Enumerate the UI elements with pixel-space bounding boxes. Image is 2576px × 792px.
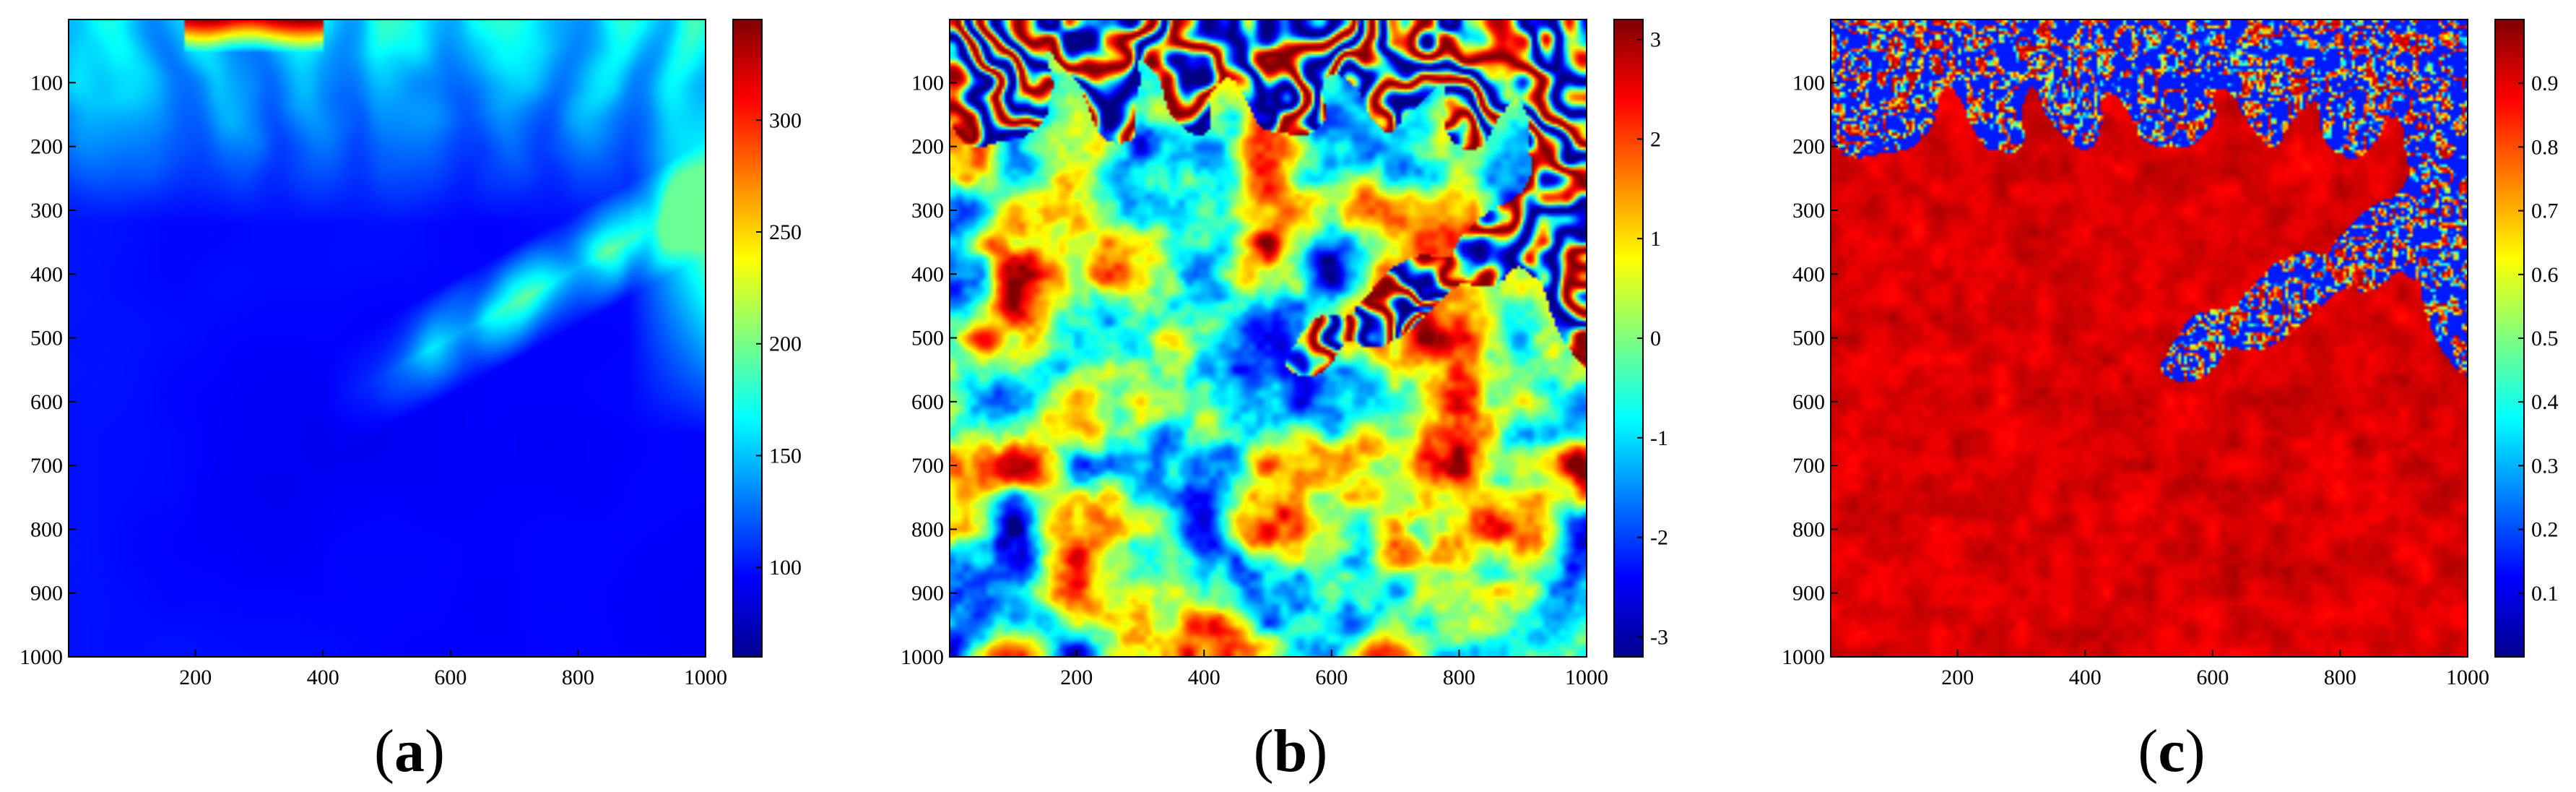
colorbar-a bbox=[732, 19, 763, 658]
x-tick-label: 200 bbox=[1941, 666, 1974, 689]
y-tick-label: 500 bbox=[30, 327, 63, 350]
y-tick-label: 1000 bbox=[19, 645, 63, 669]
x-tick-label: 800 bbox=[2324, 666, 2356, 689]
colorbar-tick-label: -2 bbox=[1650, 526, 1668, 550]
x-tick-label: 800 bbox=[562, 666, 594, 689]
y-tick-label: 500 bbox=[911, 327, 944, 350]
colorbar-tick-label: -1 bbox=[1650, 426, 1668, 450]
colorbar-tick-label: 0.8 bbox=[2531, 135, 2559, 159]
x-tick-label: 200 bbox=[179, 666, 212, 689]
x-tick-label: 600 bbox=[1315, 666, 1348, 689]
heatmap-c bbox=[1831, 20, 2468, 657]
colorbar-tick-label: 150 bbox=[769, 444, 802, 468]
x-tick-label: 600 bbox=[434, 666, 467, 689]
x-tick-label: 400 bbox=[307, 666, 339, 689]
x-tick-label: 400 bbox=[1188, 666, 1220, 689]
y-tick-label: 300 bbox=[1792, 199, 1825, 223]
colorbar-tick-label: 0 bbox=[1650, 327, 1661, 350]
y-tick-label: 1000 bbox=[1782, 645, 1825, 669]
x-tick-label: 1000 bbox=[1565, 666, 1608, 689]
panel-c-caption: (c) bbox=[2138, 718, 2206, 785]
colorbar-tick-label: 3 bbox=[1650, 28, 1661, 52]
x-tick-label: 1000 bbox=[2446, 666, 2489, 689]
y-tick-label: 600 bbox=[30, 390, 63, 414]
y-tick-label: 600 bbox=[1792, 390, 1825, 414]
panel-b: 200 400 600 800 1000 100 200 300 400 500 600 700 800… bbox=[901, 19, 1668, 689]
colorbar-tick-label: 1 bbox=[1650, 227, 1661, 251]
y-tick-label: 100 bbox=[1792, 71, 1825, 95]
y-tick-label: 200 bbox=[911, 135, 944, 159]
y-tick-label: 400 bbox=[911, 262, 944, 286]
heatmap-b bbox=[950, 20, 1587, 657]
colorbar-tick-label: 0.6 bbox=[2531, 263, 2559, 287]
y-tick-label: 400 bbox=[30, 262, 63, 286]
colorbar-tick-label: 0.9 bbox=[2531, 72, 2559, 95]
y-tick-label: 300 bbox=[911, 199, 944, 223]
x-tick-label: 800 bbox=[1443, 666, 1475, 689]
panel-a: 200 400 600 800 1000 100 200 300 400 500 600 700 800… bbox=[19, 19, 802, 689]
y-tick-label: 700 bbox=[911, 454, 944, 478]
y-tick-label: 100 bbox=[30, 71, 63, 95]
y-tick-label: 200 bbox=[30, 135, 63, 159]
y-tick-label: 700 bbox=[1792, 454, 1825, 478]
y-tick-label: 900 bbox=[911, 582, 944, 606]
y-tick-label: 100 bbox=[911, 71, 944, 95]
panel-b-caption: (b) bbox=[1253, 718, 1328, 785]
colorbar-tick-label: 100 bbox=[769, 556, 802, 580]
colorbar-tick-label: 0.7 bbox=[2531, 199, 2559, 223]
y-tick-label: 800 bbox=[30, 517, 63, 541]
y-tick-label: 500 bbox=[1792, 327, 1825, 350]
y-tick-label: 800 bbox=[1792, 517, 1825, 541]
colorbar-tick-label: 0.4 bbox=[2531, 390, 2559, 414]
colorbar-tick-label: 250 bbox=[769, 220, 802, 244]
colorbar-tick-label: 0.3 bbox=[2531, 454, 2559, 478]
y-tick-label: 1000 bbox=[901, 645, 944, 669]
x-tick-label: 600 bbox=[2196, 666, 2229, 689]
y-tick-label: 700 bbox=[30, 454, 63, 478]
heatmap-a bbox=[69, 20, 706, 657]
x-tick-label: 200 bbox=[1060, 666, 1093, 689]
y-tick-label: 900 bbox=[1792, 582, 1825, 606]
y-tick-label: 600 bbox=[911, 390, 944, 414]
colorbar-tick-label: 0.1 bbox=[2531, 582, 2559, 606]
x-tick-label: 400 bbox=[2069, 666, 2102, 689]
x-tick-label: 1000 bbox=[684, 666, 727, 689]
panel-a-caption: (a) bbox=[374, 718, 445, 785]
y-tick-label: 800 bbox=[911, 517, 944, 541]
y-tick-label: 300 bbox=[30, 199, 63, 223]
panel-c: 200 400 600 800 1000 100 200 300 400 500 600 700 800… bbox=[1782, 19, 2559, 689]
colorbar-tick-label: 300 bbox=[769, 108, 802, 132]
colorbar-tick-label: 0.2 bbox=[2531, 518, 2559, 542]
colorbar-tick-label: -3 bbox=[1650, 625, 1668, 649]
y-tick-label: 900 bbox=[30, 582, 63, 606]
colorbar-tick-label: 0.5 bbox=[2531, 327, 2559, 350]
y-tick-label: 200 bbox=[1792, 135, 1825, 159]
y-tick-label: 400 bbox=[1792, 262, 1825, 286]
colorbar-tick-label: 200 bbox=[769, 332, 802, 356]
colorbar-tick-label: 2 bbox=[1650, 127, 1661, 151]
